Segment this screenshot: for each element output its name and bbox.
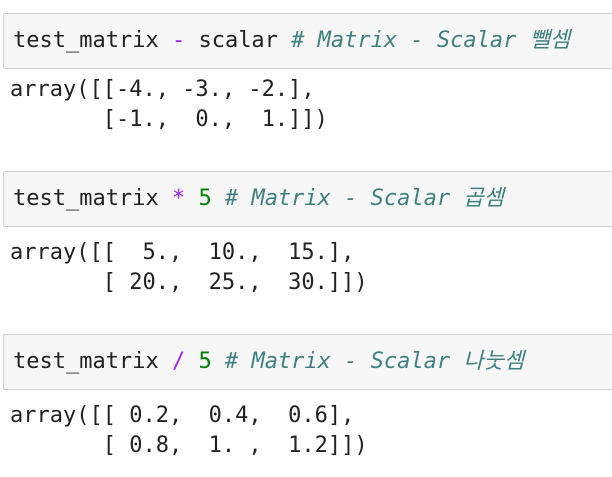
- output-cell-2: array([[ 5., 10., 15.], [ 20., 25., 30.]…: [10, 238, 368, 298]
- output-line: [ 0.8, 1. , 1.2]]): [10, 433, 368, 458]
- code-variable: test_matrix: [13, 349, 159, 374]
- code-cell-3[interactable]: test_matrix / 5 # Matrix - Scalar 나눗셈: [3, 334, 612, 390]
- code-variable: test_matrix: [13, 186, 159, 211]
- code-comment: # Matrix - Scalar 뺄셈: [291, 28, 571, 53]
- code-cell-2[interactable]: test_matrix * 5 # Matrix - Scalar 곱셈: [3, 171, 612, 227]
- output-cell-1: array([[-4., -3., -2.], [-1., 0., 1.]]): [10, 75, 328, 135]
- code-operand: 5: [198, 186, 212, 211]
- code-cell-1[interactable]: test_matrix - scalar # Matrix - Scalar 뺄…: [3, 13, 612, 69]
- code-operand: scalar: [198, 28, 278, 53]
- output-line: [ 20., 25., 30.]]): [10, 270, 368, 295]
- output-line: [-1., 0., 1.]]): [10, 107, 328, 132]
- code-operator: *: [171, 186, 186, 211]
- output-line: array([[ 5., 10., 15.],: [10, 240, 355, 265]
- code-operand: 5: [198, 349, 212, 374]
- code-operator: /: [171, 349, 186, 374]
- code-comment: # Matrix - Scalar 곱셈: [224, 186, 504, 211]
- code-comment: # Matrix - Scalar 나눗셈: [224, 349, 525, 374]
- output-line: array([[ 0.2, 0.4, 0.6],: [10, 403, 355, 428]
- code-operator: -: [171, 28, 186, 53]
- output-line: array([[-4., -3., -2.],: [10, 77, 315, 102]
- code-variable: test_matrix: [13, 28, 159, 53]
- output-cell-3: array([[ 0.2, 0.4, 0.6], [ 0.8, 1. , 1.2…: [10, 401, 368, 461]
